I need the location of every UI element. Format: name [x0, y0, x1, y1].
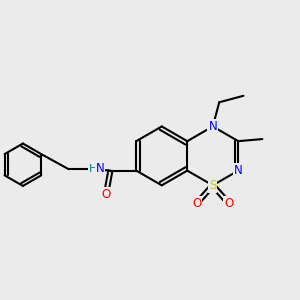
Text: O: O — [224, 197, 234, 210]
Text: O: O — [192, 197, 201, 210]
Text: N: N — [208, 120, 217, 133]
Text: N: N — [234, 164, 243, 177]
Text: O: O — [101, 188, 111, 201]
Text: H: H — [88, 164, 97, 174]
Text: N: N — [96, 162, 104, 175]
Text: S: S — [209, 179, 217, 192]
